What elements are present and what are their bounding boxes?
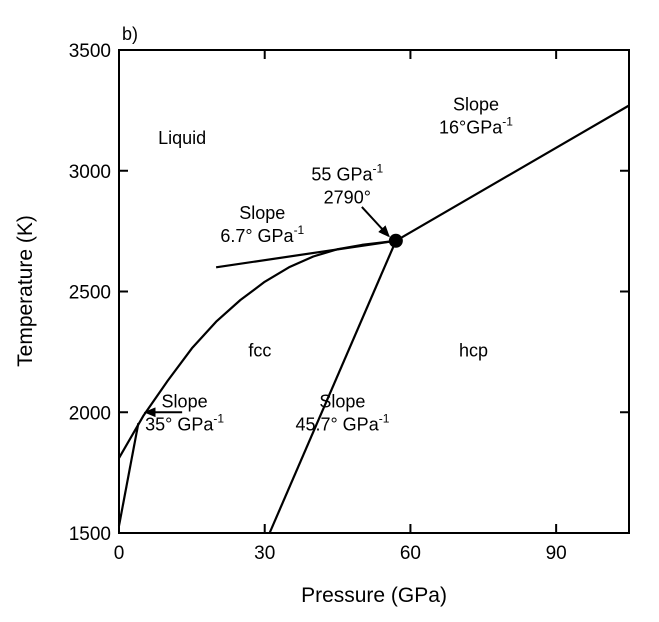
annotation-slope-16-line-1: Slope	[453, 94, 499, 114]
triple-point-marker	[388, 233, 403, 248]
arrow-triple	[361, 206, 390, 238]
phase-boundary-line-2	[395, 104, 630, 242]
y-tick-label: 3500	[69, 41, 111, 62]
annotation-fcc-line-1: fcc	[248, 341, 271, 361]
y-tick-label: 2000	[69, 403, 111, 424]
annotation-slope-16-line-2: 16°GPa-1	[439, 114, 513, 137]
x-tick-label: 60	[400, 543, 421, 564]
annotation-slope-6-7-line-2: 6.7° GPa-1	[220, 223, 304, 246]
annotation-slope-45-7-line-1: Slope	[319, 391, 365, 411]
phase-boundary-line-5	[215, 239, 397, 269]
annotation-slope-35-line-2: 35° GPa-1	[145, 411, 224, 434]
annotation-slope-6-7-line-1: Slope	[239, 203, 285, 223]
annotation-liquid-line-1: Liquid	[158, 128, 206, 148]
y-tick-label: 3000	[69, 162, 111, 183]
annotation-hcp-line-1: hcp	[459, 341, 488, 361]
x-tick-label: 30	[254, 543, 275, 564]
annotation-slope-45-7-line-2: 45.7° GPa-1	[295, 411, 389, 434]
panel-label: b)	[122, 24, 138, 44]
phase-boundary-line-3	[268, 240, 397, 534]
x-tick-label: 0	[114, 543, 125, 564]
phase-boundary-line-4	[117, 422, 140, 527]
y-tick-label: 2500	[69, 283, 111, 304]
x-tick-label: 90	[546, 543, 567, 564]
y-axis-title: Temperature (K)	[14, 215, 37, 367]
annotation-triple-line-2: 2790°	[324, 187, 371, 207]
x-axis-title: Pressure (GPa)	[301, 584, 447, 607]
annotation-slope-35-line-1: Slope	[162, 391, 208, 411]
annotation-triple-line-1: 55 GPa-1	[311, 161, 383, 184]
y-tick-label: 1500	[69, 524, 111, 545]
